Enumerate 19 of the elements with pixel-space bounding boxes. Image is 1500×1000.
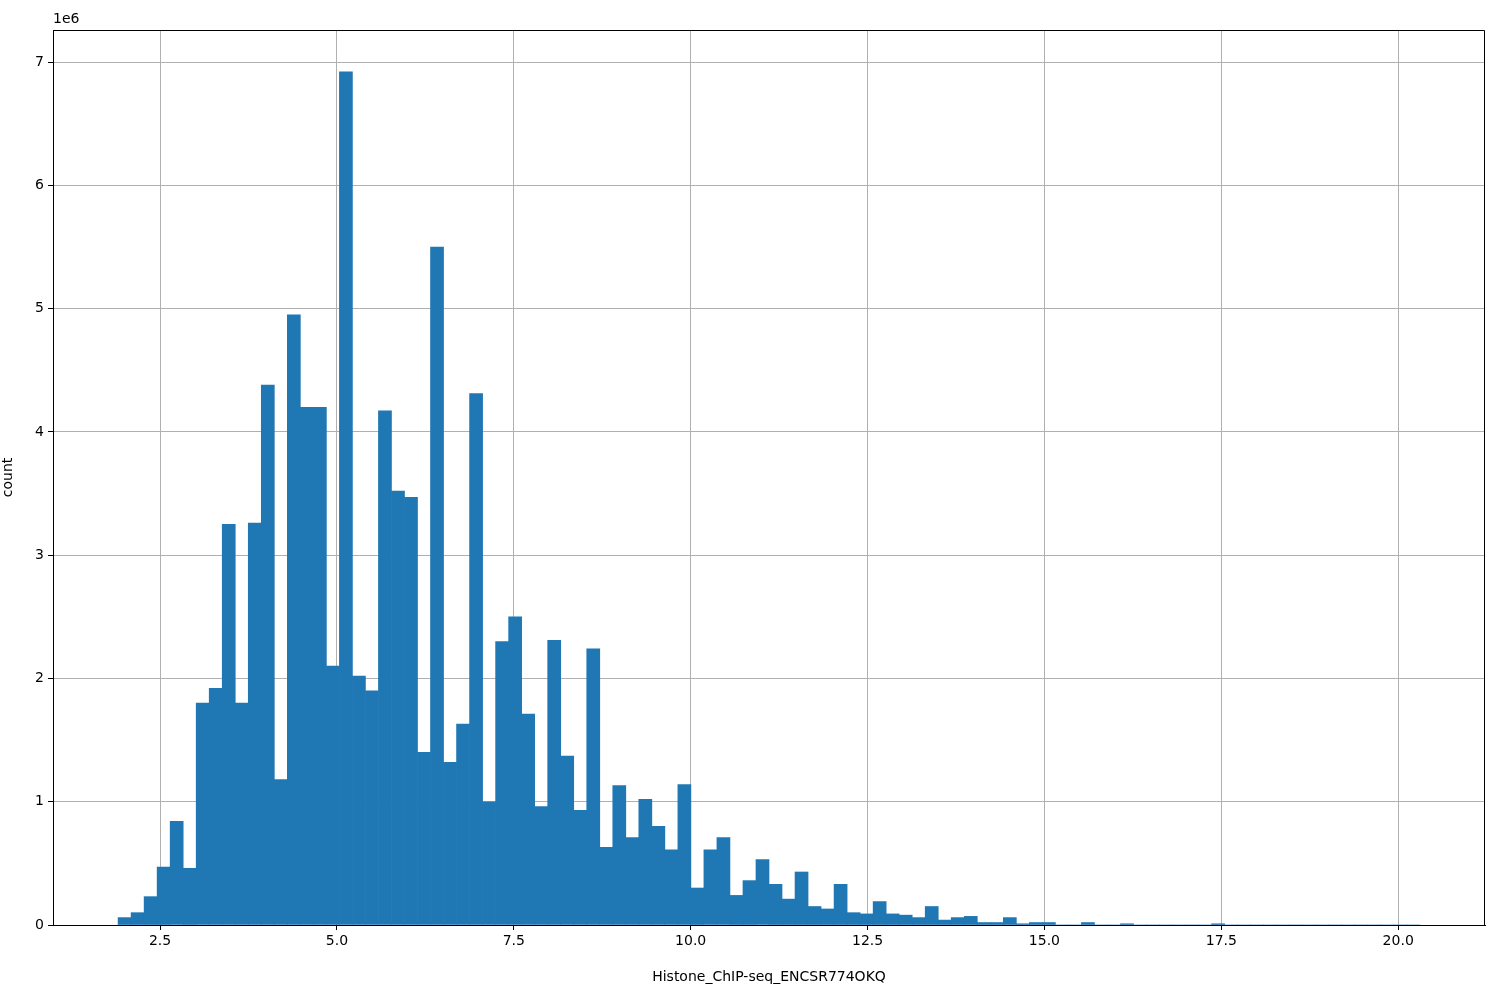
y-tick-label: 2: [35, 669, 44, 686]
y-tick-label: 5: [35, 299, 44, 316]
y-tick-label: 3: [35, 545, 44, 562]
text: 1e6: [53, 9, 80, 26]
x-tick-label: 20.0: [1382, 932, 1414, 949]
x-tick-label: 2.5: [148, 932, 172, 949]
x-tick-label: 15.0: [1028, 932, 1061, 949]
x-tick-label: 7.5: [502, 932, 525, 949]
y-tick-label: 7: [35, 52, 44, 69]
y-tick-label: 0: [35, 915, 44, 932]
x-tick-label: 12.5: [851, 932, 884, 949]
y-tick-label: 1: [35, 792, 44, 809]
y-axis-title: count: [0, 457, 16, 498]
y-tick-label: 6: [35, 175, 45, 192]
x-axis-title: Histone_ChIP-seq_ENCSR774OKQ: [652, 968, 886, 985]
x-tick-label: 5.0: [325, 932, 349, 949]
x-tick-label: 10.0: [675, 932, 707, 949]
y-tick-label: 4: [35, 422, 45, 439]
x-tick-label: 17.5: [1205, 932, 1237, 949]
